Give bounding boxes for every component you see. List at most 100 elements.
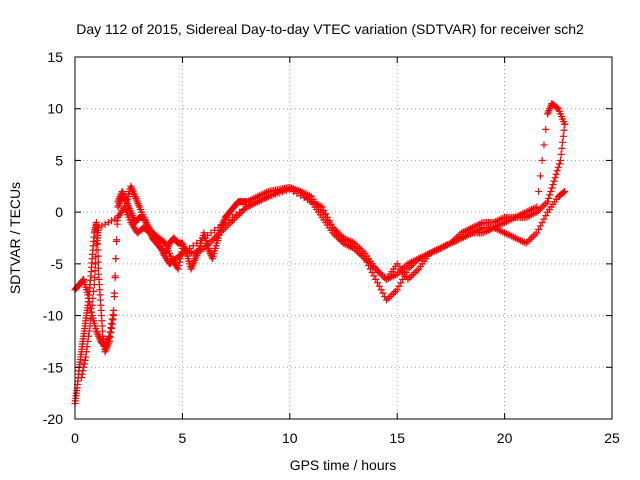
data-point-interp <box>191 256 199 264</box>
data-point <box>90 281 98 289</box>
data-point-interp <box>223 222 231 230</box>
data-point-interp <box>268 191 276 199</box>
data-point-interp <box>84 337 92 345</box>
data-point <box>77 374 85 382</box>
data-point-interp <box>547 187 555 195</box>
data-point-interp <box>538 156 546 164</box>
data-point-interp <box>196 237 204 245</box>
data-point-interp <box>78 370 86 378</box>
data-point-interp <box>103 337 111 345</box>
data-point-interp <box>536 172 544 180</box>
data-point-interp <box>129 187 137 195</box>
data-point-interp <box>356 250 364 258</box>
data-point-interp <box>391 287 399 295</box>
data-point <box>131 193 139 201</box>
data-point-interp <box>246 201 254 209</box>
data-point-interp <box>325 217 333 225</box>
data-point-interp <box>91 267 99 275</box>
data-series <box>71 100 569 407</box>
data-point <box>221 218 229 226</box>
data-point-interp <box>232 211 240 219</box>
data-point-interp <box>409 270 417 278</box>
y-tick-label: -10 <box>43 308 63 324</box>
data-point-interp <box>406 263 414 271</box>
data-point-interp <box>89 294 97 302</box>
y-tick-label: 5 <box>55 152 63 168</box>
data-point-interp <box>113 237 121 245</box>
data-point-interp <box>79 276 87 284</box>
data-point <box>84 291 92 299</box>
data-point-interp <box>87 315 95 323</box>
data-point-interp <box>91 274 99 282</box>
data-point-interp <box>540 201 548 209</box>
data-point <box>86 322 94 330</box>
data-point <box>105 332 113 340</box>
data-point-interp <box>186 244 194 252</box>
data-point-interp <box>135 201 143 209</box>
data-point-interp <box>193 239 201 247</box>
data-point-interp <box>282 187 290 195</box>
data-point-interp <box>544 108 552 116</box>
data-point-interp <box>102 341 110 349</box>
data-point <box>191 255 199 263</box>
data-point-interp <box>211 226 219 234</box>
data-point-interp <box>560 126 568 134</box>
data-point-interp <box>87 308 95 316</box>
data-point-interp <box>408 272 416 280</box>
data-point-interp <box>190 258 198 266</box>
data-point-interp <box>359 253 367 261</box>
data-point <box>533 203 541 211</box>
data-point <box>178 250 186 258</box>
data-point-interp <box>189 242 197 250</box>
data-point-interp <box>381 274 389 282</box>
data-point <box>101 343 109 351</box>
data-point-interp <box>80 360 88 368</box>
data-point-interp <box>130 191 138 199</box>
data-point-interp <box>188 263 196 271</box>
data-point <box>372 275 380 283</box>
data-point-interp <box>128 186 136 194</box>
data-point-interp <box>297 192 305 200</box>
data-point-interp <box>375 282 383 290</box>
data-point-interp <box>85 332 93 340</box>
data-point <box>243 203 251 211</box>
data-point-interp <box>551 174 559 182</box>
data-point-interp <box>133 198 141 206</box>
data-point-interp <box>413 267 421 275</box>
data-point-interp <box>220 217 228 225</box>
data-point-interp <box>177 250 185 258</box>
data-point-interp <box>370 272 378 280</box>
data-point-interp <box>128 184 136 192</box>
x-tick-label: 10 <box>282 430 298 446</box>
data-point-interp <box>124 201 132 209</box>
data-point-interp <box>377 270 385 278</box>
data-point <box>286 185 294 193</box>
data-point-interp <box>203 241 211 249</box>
data-point <box>533 229 541 237</box>
data-point-interp <box>390 289 398 297</box>
data-point-interp <box>80 363 88 371</box>
data-point-interp <box>377 286 385 294</box>
data-point-interp <box>261 194 269 202</box>
data-point-interp <box>271 190 279 198</box>
data-point-interp <box>365 258 373 266</box>
x-axis-label: GPS time / hours <box>290 457 397 473</box>
data-point-interp <box>92 253 100 261</box>
x-tick-label: 15 <box>389 430 405 446</box>
data-point-interp <box>188 262 196 270</box>
data-point <box>127 182 135 190</box>
data-point-interp <box>320 206 328 214</box>
data-point-interp <box>207 229 215 237</box>
data-point-interp <box>406 274 414 282</box>
y-tick-label: 10 <box>47 101 63 117</box>
data-point-interp <box>98 222 106 230</box>
data-point-interp <box>545 194 553 202</box>
data-point-interp <box>374 267 382 275</box>
data-point <box>264 193 272 201</box>
data-point-interp <box>108 217 116 225</box>
data-point-interp <box>87 305 95 313</box>
chart-title: Day 112 of 2015, Sidereal Day-to-day VTE… <box>76 21 584 37</box>
data-point <box>200 234 208 242</box>
data-point-interp <box>357 251 365 259</box>
